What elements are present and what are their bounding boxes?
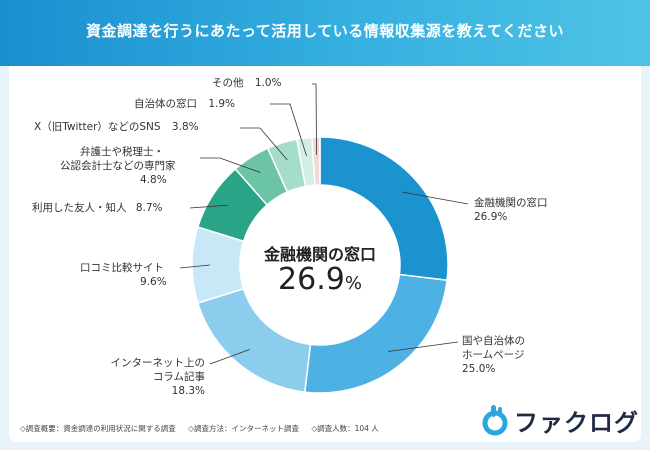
footer-overview: ◇調査概要：資金調達の利用状況に関する調査 — [20, 424, 176, 433]
slice-label-friends: 利用した友人・知人 8.7% — [32, 201, 163, 215]
slice-name: X（旧Twitter）などのSNS — [34, 121, 161, 133]
center-value: 26.9% — [230, 262, 410, 297]
slice-value: 25.0% — [462, 363, 496, 375]
slice-value: 18.3% — [171, 385, 205, 397]
slice-name: 利用した友人・知人 — [32, 202, 127, 214]
slice-name: インターネット上の — [110, 357, 206, 369]
slice-label-other: その他 1.0% — [212, 76, 282, 90]
center-unit: % — [344, 273, 362, 294]
slice-name: 自治体の窓口 — [134, 98, 197, 110]
leader-line-7 — [270, 103, 307, 156]
leader-line-1 — [387, 341, 459, 352]
slice-label-review-site: 口コミ比較サイト 9.6% — [80, 261, 167, 289]
logo-text: ファクログ — [514, 408, 639, 437]
slice-value: 3.8% — [171, 121, 199, 133]
slice-label-local-office: 自治体の窓口 1.9% — [134, 97, 235, 111]
title-banner — [0, 0, 650, 66]
brand-logo: ファクログ — [480, 400, 639, 440]
slice-label-financial-institution: 金融機関の窓口 26.9% — [474, 196, 548, 224]
slice-value: 4.8% — [140, 174, 167, 186]
leader-line-4 — [189, 204, 228, 209]
slice-label-government-website: 国や自治体の ホームページ 25.0% — [462, 334, 525, 376]
center-number: 26.9 — [278, 262, 345, 297]
slice-name: 国や自治体の — [462, 335, 525, 347]
leader-line-3 — [179, 264, 211, 269]
pie-slice-1 — [303, 273, 448, 394]
slice-value: 1.9% — [208, 98, 236, 110]
slice-name-2: コラム記事 — [152, 371, 205, 383]
footer-count: ◇調査人数：104 人 — [311, 424, 379, 433]
leader-line-6 — [240, 127, 288, 161]
slice-label-professionals: 弁護士や税理士・ 公認会計士などの専門家 4.8% — [60, 145, 176, 187]
slice-name: 弁護士や税理士・ — [80, 146, 164, 158]
slice-value: 26.9% — [474, 211, 508, 223]
slice-name-2: ホームページ — [462, 349, 525, 361]
slice-value: 1.0% — [254, 77, 282, 89]
page-title: 資金調達を行うにあたって活用している情報収集源を教えてください — [85, 22, 565, 40]
slice-name-2: 公認会計士などの専門家 — [60, 160, 176, 172]
leader-line-5 — [200, 157, 261, 173]
slice-value: 8.7% — [135, 202, 163, 214]
leader-line-8 — [312, 83, 317, 156]
leader-line-0 — [402, 191, 469, 205]
slice-label-sns: X（旧Twitter）などのSNS 3.8% — [34, 120, 199, 134]
survey-footer: ◇調査概要：資金調達の利用状況に関する調査 ◇調査方法：インターネット調査 ◇調… — [20, 423, 389, 434]
slice-label-internet-column: インターネット上の コラム記事 18.3% — [95, 356, 206, 398]
ok-hand-icon — [482, 405, 508, 436]
pie-slice-2 — [196, 287, 312, 393]
slice-value: 9.6% — [140, 276, 167, 288]
leader-line-2 — [209, 349, 250, 365]
pie-slice-8 — [311, 136, 321, 186]
slice-name: その他 — [212, 77, 244, 89]
slice-name: 口コミ比較サイト — [80, 262, 164, 274]
footer-method: ◇調査方法：インターネット調査 — [188, 424, 299, 433]
center-label: 金融機関の窓口 — [263, 245, 376, 264]
slice-name: 金融機関の窓口 — [474, 197, 548, 209]
